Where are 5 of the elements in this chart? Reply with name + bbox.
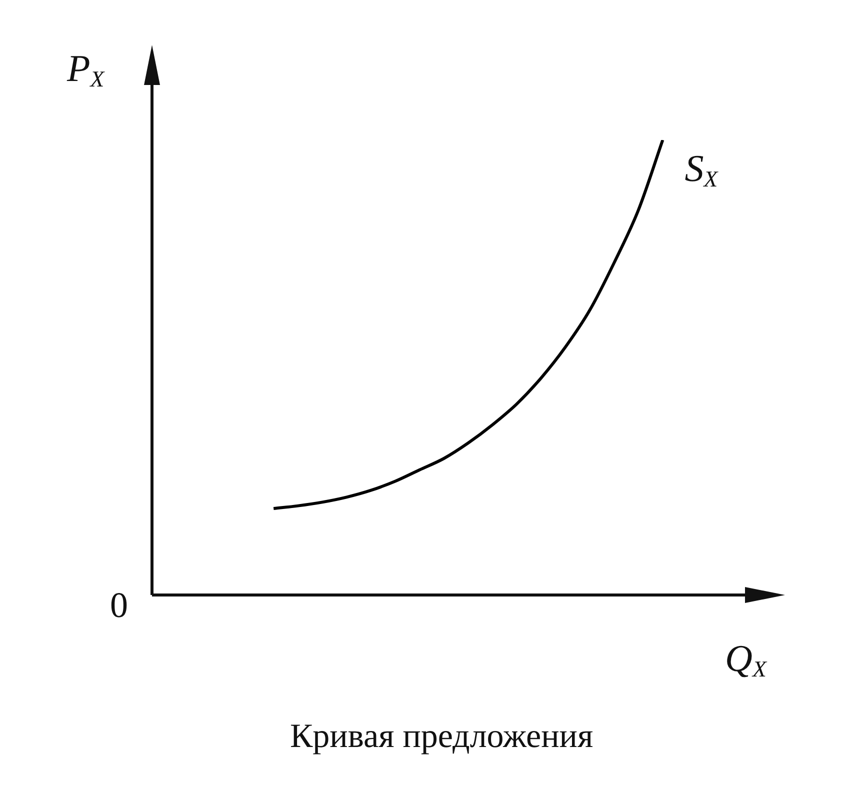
text: Кривая предложения	[290, 718, 594, 755]
x-axis-title: Q$_{X}$	[725, 638, 766, 682]
text: 0	[110, 585, 128, 625]
y-axis-title: P$_{X}$	[67, 48, 104, 92]
series-label: S$_{X}$	[684, 148, 718, 192]
